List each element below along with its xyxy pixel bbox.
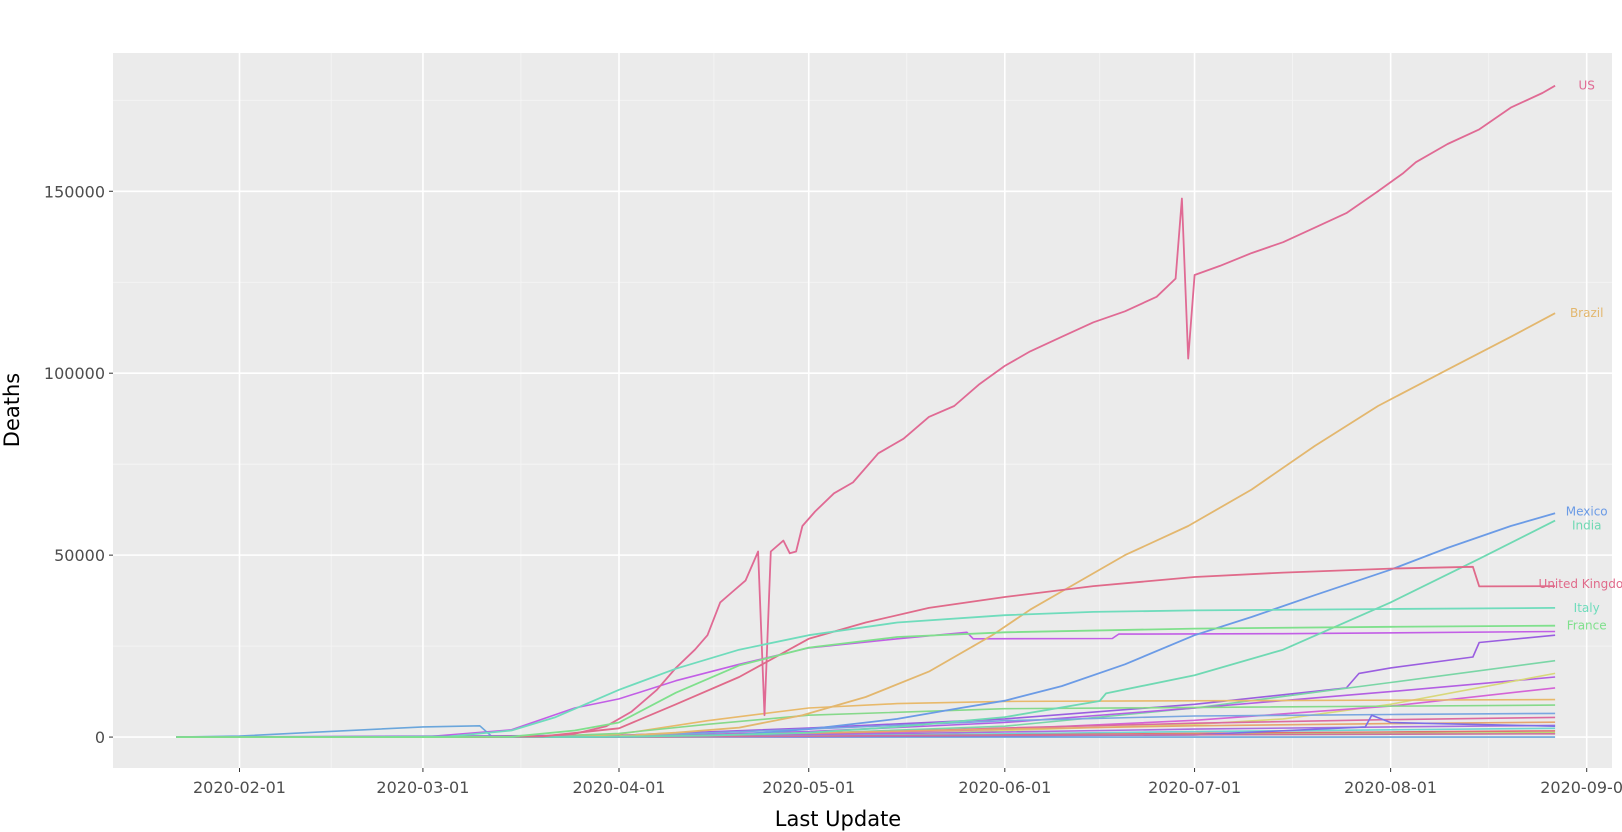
x-tick-label: 2020-02-01 [193,778,286,797]
x-tick-label: 2020-09-01 [1540,778,1622,797]
y-tick-label: 0 [95,728,105,747]
series-line-france [176,624,1556,738]
y-tick-label: 100000 [44,364,105,383]
y-tick-label: 150000 [44,182,105,201]
gridlines [113,53,1612,768]
series-lines [176,84,1556,738]
x-tick-label: 2020-04-01 [572,778,665,797]
plot-panel [113,53,1612,768]
x-tick-label: 2020-06-01 [958,778,1051,797]
x-tick-label: 2020-07-01 [1148,778,1241,797]
x-tick-label: 2020-05-01 [762,778,855,797]
x-tick-label: 2020-08-01 [1344,778,1437,797]
series-line-united-kingdom [176,565,1556,738]
series-label-italy: Italy [1574,601,1600,615]
series-line-italy [176,607,1556,738]
x-axis: 2020-02-01 2020-03-01 2020-04-01 2020-05-01… [193,768,1622,797]
y-axis-title: Deaths [0,373,24,447]
series-label-united-kingdom: United Kingdom [1539,577,1622,591]
x-tick-label: 2020-03-01 [376,778,469,797]
series-label-france: France [1567,619,1607,633]
series-label-mexico: Mexico [1566,504,1608,518]
y-tick-label: 50000 [54,546,105,565]
series-line-us [176,84,1556,738]
series-label-us: US [1578,79,1594,93]
y-axis: 0 50000 100000 150000 [44,182,113,747]
series-label-india: India [1572,519,1601,533]
series-label-brazil: Brazil [1570,306,1604,320]
x-axis-title: Last Update [775,807,901,831]
series-line-india [176,519,1556,738]
series-line-brazil [176,312,1556,738]
